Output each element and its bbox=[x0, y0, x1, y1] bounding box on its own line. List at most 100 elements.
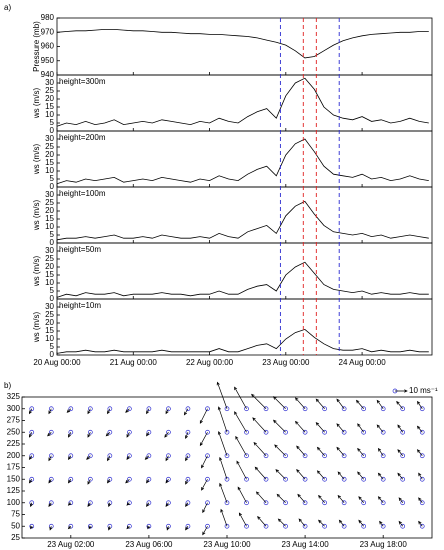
vector-origin bbox=[263, 453, 269, 459]
data-line bbox=[56, 261, 429, 298]
panel-title: height=200m bbox=[59, 133, 106, 142]
vector-origin bbox=[419, 500, 425, 506]
y-tick-label: 5 bbox=[50, 286, 55, 295]
wind-vector bbox=[166, 526, 170, 531]
vector-origin bbox=[87, 406, 93, 412]
vector-origin bbox=[302, 476, 308, 482]
y-axis-label: Pressure (mb) bbox=[32, 21, 41, 72]
vector-origin bbox=[127, 523, 132, 529]
y-tick-label: 30 bbox=[45, 134, 54, 143]
wind-vector bbox=[67, 479, 72, 484]
vector-origin bbox=[244, 500, 249, 506]
wind-vector bbox=[146, 502, 150, 508]
y-tick-label: 20 bbox=[45, 150, 54, 159]
plot-frame bbox=[56, 17, 433, 76]
vector-origin bbox=[48, 453, 54, 459]
y-axis-label: ws (m/s) bbox=[32, 144, 41, 176]
wind-vector bbox=[144, 455, 150, 460]
vector-origin bbox=[68, 429, 74, 435]
y-tick-label: 300 bbox=[7, 404, 21, 413]
wind-vector bbox=[87, 408, 91, 415]
wind-vector bbox=[396, 400, 403, 409]
vector-origin bbox=[419, 453, 425, 459]
wind-vector bbox=[201, 455, 208, 469]
wind-vector bbox=[254, 466, 267, 480]
vector-origin bbox=[400, 523, 406, 529]
wind-vector bbox=[184, 432, 189, 439]
vector-origin bbox=[224, 429, 230, 435]
wind-vector bbox=[86, 455, 91, 460]
wind-vector bbox=[185, 526, 189, 531]
wind-vector bbox=[88, 525, 92, 530]
wind-vector bbox=[107, 502, 111, 508]
vector-origin bbox=[48, 406, 54, 412]
wind-vector bbox=[336, 423, 345, 433]
wind-vector bbox=[416, 449, 423, 456]
vector-origin bbox=[263, 500, 269, 506]
wind-vector bbox=[257, 516, 267, 527]
vector-origin bbox=[322, 500, 327, 506]
wind-vector bbox=[315, 398, 325, 409]
wind-vector bbox=[318, 494, 325, 503]
y-tick-label: 10 bbox=[45, 166, 54, 175]
vector-origin bbox=[400, 429, 406, 435]
plot-frame bbox=[56, 74, 433, 132]
wind-vector bbox=[418, 497, 423, 503]
wind-vector bbox=[418, 472, 423, 480]
panel-title: height=50m bbox=[59, 245, 101, 254]
wind-vector bbox=[397, 449, 403, 456]
vector-origin bbox=[244, 476, 249, 482]
wind-vector bbox=[126, 432, 130, 438]
y-tick-label: 0 bbox=[50, 126, 55, 135]
vector-origin bbox=[263, 406, 269, 412]
wind-vector bbox=[219, 482, 228, 503]
wind-vector bbox=[416, 425, 423, 433]
wind-vector bbox=[28, 479, 33, 484]
y-tick-label: 25 bbox=[45, 142, 54, 151]
wind-vector bbox=[252, 417, 267, 433]
y-axis-label: ws (m/s) bbox=[32, 256, 41, 288]
wind-vector bbox=[66, 408, 72, 413]
vector-origin bbox=[341, 476, 347, 482]
wind-vector bbox=[165, 479, 169, 484]
vector-origin bbox=[146, 523, 152, 529]
wind-vector bbox=[318, 519, 325, 527]
wind-vector bbox=[297, 493, 306, 503]
vector-origin bbox=[224, 406, 230, 412]
wind-vector bbox=[48, 479, 52, 484]
y-tick-label: 5 bbox=[50, 174, 55, 183]
wind-vector bbox=[217, 406, 228, 433]
wind-vector bbox=[234, 386, 247, 409]
y-tick-label: 15 bbox=[45, 102, 54, 111]
y-tick-label: 30 bbox=[45, 246, 54, 255]
wind-vector bbox=[336, 446, 345, 456]
wind-vector bbox=[220, 508, 228, 527]
vector-origin bbox=[361, 476, 367, 482]
wind-vector bbox=[253, 441, 267, 456]
vector-origin bbox=[302, 406, 308, 412]
x-tick-label: 23 Aug 14:00 bbox=[282, 540, 330, 549]
vector-origin bbox=[87, 523, 93, 529]
wind-vector bbox=[146, 432, 150, 437]
vector-origin bbox=[361, 406, 367, 412]
y-tick-label: 0 bbox=[50, 294, 55, 303]
wind-vector bbox=[294, 420, 306, 433]
wind-vector bbox=[87, 479, 91, 485]
wind-vector bbox=[48, 408, 52, 415]
wind-vector bbox=[358, 519, 364, 527]
vector-origin bbox=[283, 476, 288, 482]
wind-vector bbox=[274, 444, 286, 456]
vector-origin bbox=[87, 476, 93, 482]
vector-origin bbox=[224, 500, 230, 506]
y-tick-label: 30 bbox=[45, 78, 54, 87]
wind-vector bbox=[126, 455, 130, 461]
vector-origin bbox=[244, 523, 249, 529]
y-tick-label: 980 bbox=[41, 13, 55, 22]
y-tick-label: 10 bbox=[45, 222, 54, 231]
y-tick-label: 20 bbox=[45, 206, 54, 215]
wind-vector bbox=[255, 491, 267, 503]
vector-origin bbox=[146, 406, 152, 412]
wind-vector bbox=[238, 512, 247, 527]
y-axis-label: ws (m/s) bbox=[32, 312, 41, 344]
